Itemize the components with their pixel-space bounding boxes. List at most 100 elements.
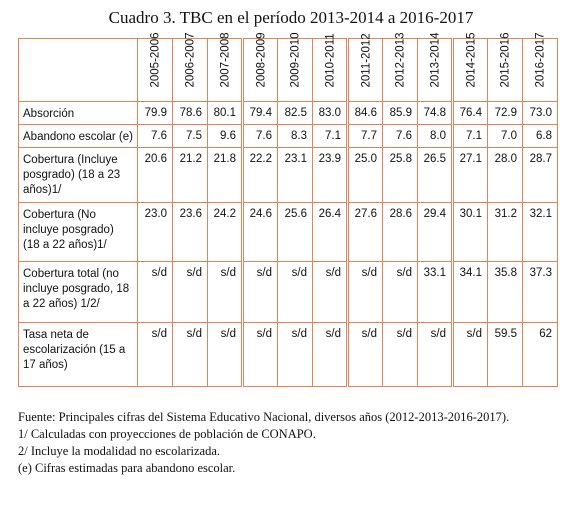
column-label: 2012-2013	[394, 32, 407, 88]
header-row: 2005-2006 2006-2007 2007-2008 2008-2009 2009…	[18, 32, 558, 102]
column-label: 2014-2015	[465, 32, 478, 88]
cell: 23.1	[277, 147, 313, 203]
cell: 25.8	[382, 147, 418, 203]
table-row: Cobertura (No incluye posgrado) (18 a 22…	[18, 202, 558, 262]
title: Cuadro 3. TBC en el período 2013-2014 a …	[108, 8, 474, 27]
note: Fuente: Principales cifras del Sistema E…	[18, 410, 510, 424]
column-label: 2015-2016	[499, 32, 512, 88]
row-label: Cobertura total (no incluye posgrado, 18…	[18, 261, 138, 323]
column-header: 2005-2006	[137, 32, 173, 102]
column-header: 2012-2013	[382, 32, 418, 102]
cell: 26.4	[312, 202, 348, 262]
cell: 22.2	[241, 147, 278, 203]
column-header: 2013-2014	[417, 33, 453, 102]
cell: s/d	[137, 322, 173, 387]
cell: 79.9	[137, 101, 173, 125]
data-table: 2005-2006 2006-2007 2007-2008 2008-2009 2009…	[18, 32, 558, 387]
cell: 7.0	[487, 124, 523, 148]
cell: 24.6	[241, 202, 278, 262]
column-label: 2009-2010	[289, 32, 302, 88]
cell: 24.2	[207, 202, 243, 262]
cell: s/d	[207, 261, 243, 323]
column-header: 2015-2016	[487, 32, 523, 102]
cell: 23.9	[312, 147, 348, 203]
column-label: 2011-2012	[360, 33, 373, 88]
cell: s/d	[277, 261, 313, 323]
table-row: Cobertura (Incluye posgrado) (18 a 23 añ…	[18, 147, 558, 203]
cell: 28.0	[487, 147, 523, 203]
column-header: 2008-2009	[241, 32, 278, 102]
column-header: 2010-2011	[312, 33, 348, 102]
cell: s/d	[277, 322, 313, 387]
column-header: 2011-2012	[346, 33, 383, 102]
column-header: 2016-2017	[522, 32, 558, 102]
column-header: 2014-2015	[451, 32, 488, 102]
column-label: 2016-2017	[534, 32, 547, 88]
cell: s/d	[346, 322, 383, 387]
cell: 21.2	[172, 147, 208, 203]
cell: 27.1	[451, 147, 488, 203]
column-label: 2006-2007	[184, 32, 197, 88]
table-row: Tasa neta de escolarización (15 a 17 año…	[18, 322, 558, 387]
note: (e) Cifras estimadas para abandono escol…	[18, 461, 236, 475]
cell: 7.1	[312, 124, 348, 148]
column-header: 2007-2008	[207, 32, 243, 102]
cell: s/d	[241, 322, 278, 387]
cell: 7.1	[451, 124, 488, 148]
cell: 59.5	[487, 322, 523, 387]
cell: s/d	[312, 261, 348, 323]
cell: 79.4	[241, 101, 278, 125]
cell: 25.0	[346, 147, 383, 203]
cell: 80.1	[207, 101, 243, 125]
cell: 23.0	[137, 202, 173, 262]
cell: 28.6	[382, 202, 418, 262]
notes: Fuente: Principales cifras del Sistema E…	[18, 409, 563, 477]
cell: s/d	[417, 322, 453, 387]
cell: 29.4	[417, 202, 453, 262]
row-label: Tasa neta de escolarización (15 a 17 año…	[18, 322, 138, 387]
cell: 76.4	[451, 101, 488, 125]
column-label: 2008-2009	[255, 32, 268, 88]
row-label: Abandono escolar (e)	[18, 124, 138, 148]
cell: 20.6	[137, 147, 173, 203]
cell: 85.9	[382, 101, 418, 125]
cell: 72.9	[487, 101, 523, 125]
column-label: 2007-2008	[219, 32, 232, 88]
note: 1/ Calculadas con proyecciones de poblac…	[18, 427, 316, 441]
cell: s/d	[172, 322, 208, 387]
cell: 7.6	[241, 124, 278, 148]
cell: s/d	[312, 322, 348, 387]
cell: 7.7	[346, 124, 383, 148]
cell: 27.6	[346, 202, 383, 262]
cell: s/d	[137, 261, 173, 323]
cell: 7.6	[137, 124, 173, 148]
cell: s/d	[241, 261, 278, 323]
cell: 32.1	[522, 202, 558, 262]
cell: s/d	[172, 261, 208, 323]
cell: s/d	[451, 322, 488, 387]
row-label: Cobertura (No incluye posgrado) (18 a 22…	[18, 202, 138, 262]
column-label: 2005-2006	[149, 32, 162, 88]
cell: 6.8	[522, 124, 558, 148]
cell: 35.8	[487, 261, 523, 323]
cell: 23.6	[172, 202, 208, 262]
cell: s/d	[382, 261, 418, 323]
cell: 73.0	[522, 101, 558, 125]
cell: 8.0	[417, 124, 453, 148]
table-row: Abandono escolar (e) 7.6 7.5 9.6 7.6 8.3 7.1 7.…	[18, 124, 558, 148]
cell: 34.1	[451, 261, 488, 323]
column-header: 2006-2007	[172, 32, 208, 102]
cell: 84.6	[346, 101, 383, 125]
cell: s/d	[207, 322, 243, 387]
cell: 74.8	[417, 101, 453, 125]
cell: 25.6	[277, 202, 313, 262]
cell: 7.6	[382, 124, 418, 148]
cell: 78.6	[172, 101, 208, 125]
cell: 26.5	[417, 147, 453, 203]
cell: 7.5	[172, 124, 208, 148]
cell: s/d	[382, 322, 418, 387]
column-header: 2009-2010	[277, 32, 313, 102]
cell: 30.1	[451, 202, 488, 262]
column-label: 2010-2011	[324, 33, 337, 88]
